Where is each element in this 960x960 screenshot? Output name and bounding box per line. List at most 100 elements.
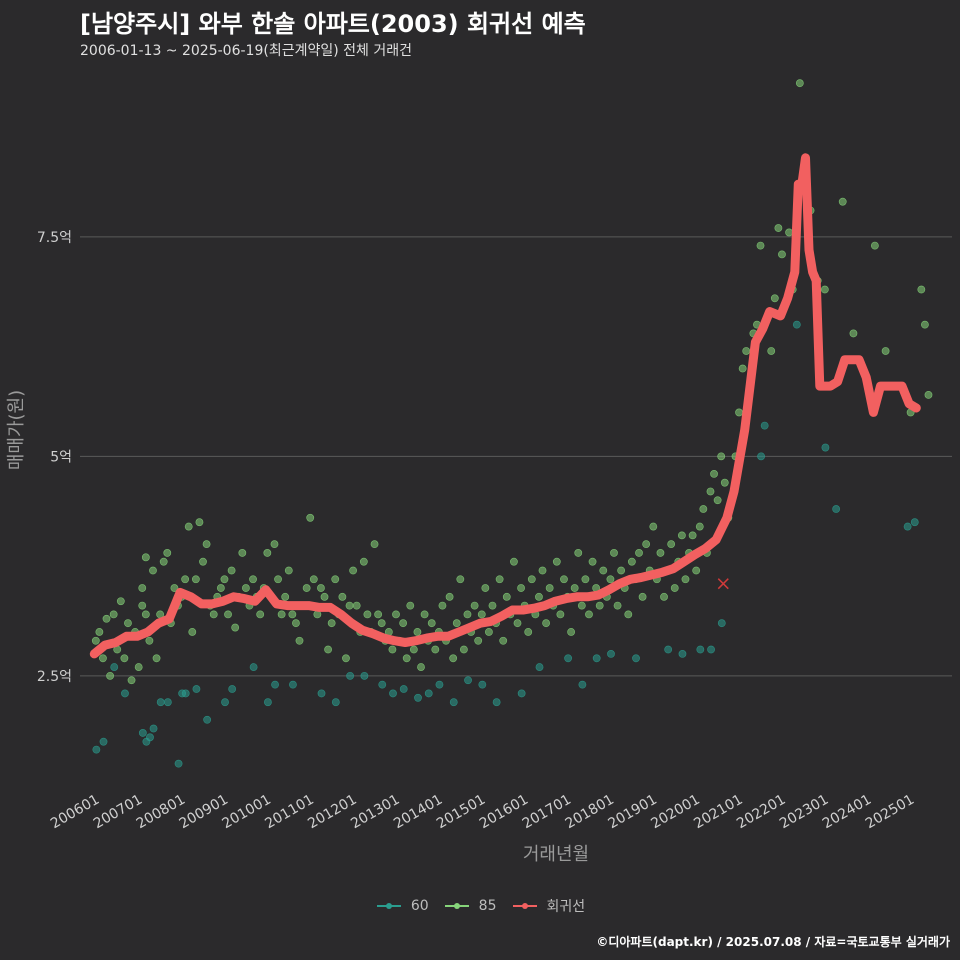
point-60 xyxy=(264,698,272,707)
point-85 xyxy=(574,549,583,557)
point-85 xyxy=(406,601,415,610)
point-60 xyxy=(121,689,129,698)
point-85 xyxy=(152,654,161,663)
point-85 xyxy=(284,566,293,575)
point-85 xyxy=(327,619,336,628)
point-85 xyxy=(431,645,440,654)
point-85 xyxy=(134,663,143,671)
point-85 xyxy=(195,518,204,527)
point-60 xyxy=(399,685,408,693)
point-85 xyxy=(545,584,554,592)
point-85 xyxy=(456,575,465,584)
point-85 xyxy=(145,636,154,645)
legend-item-60: 60 xyxy=(375,896,429,916)
point-85 xyxy=(320,592,329,601)
point-85 xyxy=(220,575,229,584)
point-85 xyxy=(249,575,257,584)
point-85 xyxy=(706,487,715,496)
point-60 xyxy=(110,663,119,671)
point-85 xyxy=(281,592,290,601)
point-60 xyxy=(578,680,587,689)
point-60 xyxy=(492,698,501,707)
point-60 xyxy=(478,680,487,689)
x-tick-label: 202001 xyxy=(648,792,702,833)
point-85 xyxy=(277,610,286,619)
point-85 xyxy=(717,452,726,461)
point-60 xyxy=(414,693,422,702)
point-85 xyxy=(413,628,422,636)
point-85 xyxy=(374,610,383,619)
point-85 xyxy=(102,614,111,623)
point-85 xyxy=(363,610,372,619)
point-60 xyxy=(632,654,640,663)
point-85 xyxy=(141,553,150,562)
point-85 xyxy=(106,671,114,680)
point-85 xyxy=(606,575,615,584)
point-85 xyxy=(309,575,318,584)
x-tick-label: 200801 xyxy=(134,792,188,833)
point-60 xyxy=(92,745,101,754)
point-60 xyxy=(192,685,201,693)
point-85 xyxy=(120,654,129,663)
point-85 xyxy=(524,628,533,636)
point-85 xyxy=(181,575,190,584)
point-85 xyxy=(710,470,718,478)
point-85 xyxy=(263,549,272,557)
point-85 xyxy=(917,285,926,294)
point-60 xyxy=(99,737,108,746)
point-85 xyxy=(538,566,547,575)
point-85 xyxy=(778,250,786,259)
point-85 xyxy=(227,566,236,575)
point-60 xyxy=(821,443,830,452)
point-60 xyxy=(389,689,397,698)
point-85 xyxy=(191,575,200,584)
point-60 xyxy=(156,698,165,707)
point-85 xyxy=(510,557,518,566)
point-85 xyxy=(556,610,565,619)
point-60 xyxy=(832,505,841,513)
point-60 xyxy=(792,320,801,329)
point-60 xyxy=(174,759,183,768)
legend-item-regression: 회귀선 xyxy=(511,896,585,916)
point-85 xyxy=(241,584,250,592)
point-85 xyxy=(677,531,686,540)
point-85 xyxy=(331,575,340,584)
point-85 xyxy=(660,592,668,601)
point-85 xyxy=(302,584,311,592)
point-85 xyxy=(495,575,504,584)
x-tick-label: 202401 xyxy=(820,792,874,833)
point-60 xyxy=(331,698,340,707)
point-85 xyxy=(552,557,561,566)
point-85 xyxy=(295,636,304,645)
point-85 xyxy=(95,628,104,636)
point-85 xyxy=(881,347,890,355)
point-85 xyxy=(420,610,429,619)
source-caption: ©디아파트(dapt.kr) / 2025.07.08 / 자료=국토교통부 실… xyxy=(596,935,950,949)
point-85 xyxy=(141,610,150,619)
point-60 xyxy=(517,689,526,698)
point-60 xyxy=(289,680,297,689)
x-tick-label: 201301 xyxy=(348,792,402,833)
point-85 xyxy=(795,79,804,88)
point-85 xyxy=(99,654,107,663)
point-60 xyxy=(535,663,544,671)
point-60 xyxy=(592,654,601,663)
point-85 xyxy=(617,566,626,575)
point-85 xyxy=(699,505,708,513)
point-85 xyxy=(585,610,593,619)
point-60 xyxy=(760,421,769,430)
point-85 xyxy=(774,224,783,232)
point-85 xyxy=(770,294,779,303)
point-85 xyxy=(838,197,847,206)
point-85 xyxy=(349,566,358,575)
point-85 xyxy=(209,610,218,619)
x-tick-label: 201201 xyxy=(305,792,359,833)
point-85 xyxy=(567,628,576,636)
point-85 xyxy=(399,619,408,628)
point-85 xyxy=(667,540,676,549)
x-axis-title: 거래년월 xyxy=(523,844,589,865)
point-60 xyxy=(271,680,279,689)
y-tick-label: 7.5억 xyxy=(37,230,72,246)
point-85 xyxy=(445,592,454,601)
